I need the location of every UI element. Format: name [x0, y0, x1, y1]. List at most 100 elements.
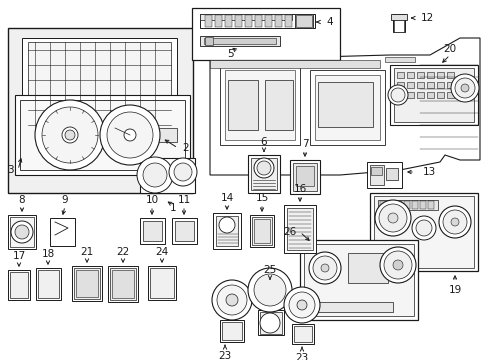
Bar [10, 217, 34, 247]
Bar [142, 221, 162, 241]
Text: 22: 22 [116, 247, 129, 257]
Bar [150, 268, 174, 298]
Bar [373, 196, 473, 268]
Text: 7: 7 [301, 139, 307, 149]
Bar [293, 326, 311, 342]
Circle shape [217, 285, 246, 315]
Text: 26: 26 [283, 227, 296, 237]
Bar [204, 15, 212, 27]
Text: 1: 1 [169, 203, 176, 213]
Bar [222, 322, 242, 340]
Circle shape [454, 78, 474, 98]
Bar [370, 167, 381, 175]
Bar [389, 65, 477, 125]
Bar [140, 218, 164, 244]
Bar [227, 80, 258, 130]
Bar [250, 158, 276, 190]
Bar [392, 14, 404, 32]
Polygon shape [209, 38, 479, 175]
Bar [264, 15, 271, 27]
Bar [22, 38, 177, 143]
Bar [200, 14, 314, 28]
Bar [406, 72, 413, 78]
Bar [209, 60, 379, 68]
Bar [419, 201, 425, 209]
Bar [112, 270, 134, 298]
Bar [108, 266, 138, 302]
Circle shape [174, 163, 192, 181]
Circle shape [284, 287, 319, 323]
Bar [396, 82, 403, 88]
Circle shape [42, 107, 98, 163]
Bar [390, 14, 406, 20]
Circle shape [253, 158, 273, 178]
Circle shape [142, 163, 167, 187]
Bar [274, 15, 282, 27]
Bar [294, 14, 312, 28]
Bar [295, 166, 313, 186]
Circle shape [124, 129, 136, 141]
Bar [260, 312, 282, 334]
Circle shape [219, 217, 235, 233]
Text: 6: 6 [260, 137, 267, 147]
Bar [416, 92, 423, 98]
Bar [28, 42, 171, 137]
Bar [436, 72, 443, 78]
Bar [393, 68, 473, 122]
Circle shape [225, 294, 238, 306]
Bar [251, 217, 271, 245]
Bar [284, 205, 315, 253]
Bar [436, 82, 443, 88]
Circle shape [260, 313, 280, 333]
Circle shape [212, 280, 251, 320]
Circle shape [411, 216, 435, 240]
Text: 5: 5 [226, 49, 233, 59]
Text: 8: 8 [19, 195, 25, 205]
Text: 17: 17 [12, 251, 25, 261]
Bar [8, 270, 30, 300]
Bar [155, 128, 177, 142]
Bar [426, 72, 433, 78]
Circle shape [442, 210, 466, 234]
Bar [76, 270, 98, 297]
Circle shape [308, 252, 340, 284]
Bar [347, 253, 387, 283]
Circle shape [169, 158, 197, 186]
Circle shape [383, 251, 411, 279]
Bar [369, 165, 383, 185]
Bar [385, 168, 397, 180]
Circle shape [257, 161, 270, 175]
Bar [289, 160, 319, 194]
Circle shape [253, 274, 285, 306]
Bar [446, 82, 453, 88]
Bar [307, 302, 392, 312]
Bar [286, 208, 312, 250]
Text: 14: 14 [220, 193, 233, 203]
Text: 10: 10 [145, 195, 158, 205]
Bar [15, 95, 190, 175]
Circle shape [11, 221, 33, 243]
Bar [377, 200, 437, 210]
Bar [416, 82, 423, 88]
Bar [446, 92, 453, 98]
Circle shape [378, 204, 406, 232]
Bar [38, 270, 59, 298]
Bar [369, 193, 477, 271]
Text: 18: 18 [41, 249, 55, 259]
Text: 3: 3 [7, 165, 13, 175]
Circle shape [320, 264, 328, 272]
Bar [416, 72, 423, 78]
Bar [258, 310, 284, 335]
Bar [396, 72, 403, 78]
Text: 24: 24 [155, 247, 168, 257]
Bar [74, 268, 100, 299]
Bar [384, 57, 414, 62]
Text: 11: 11 [177, 195, 190, 205]
Circle shape [387, 85, 407, 105]
Circle shape [15, 225, 29, 239]
Bar [403, 201, 409, 209]
Circle shape [296, 300, 306, 310]
Bar [216, 216, 238, 246]
Bar [20, 100, 184, 170]
Bar [295, 15, 311, 27]
